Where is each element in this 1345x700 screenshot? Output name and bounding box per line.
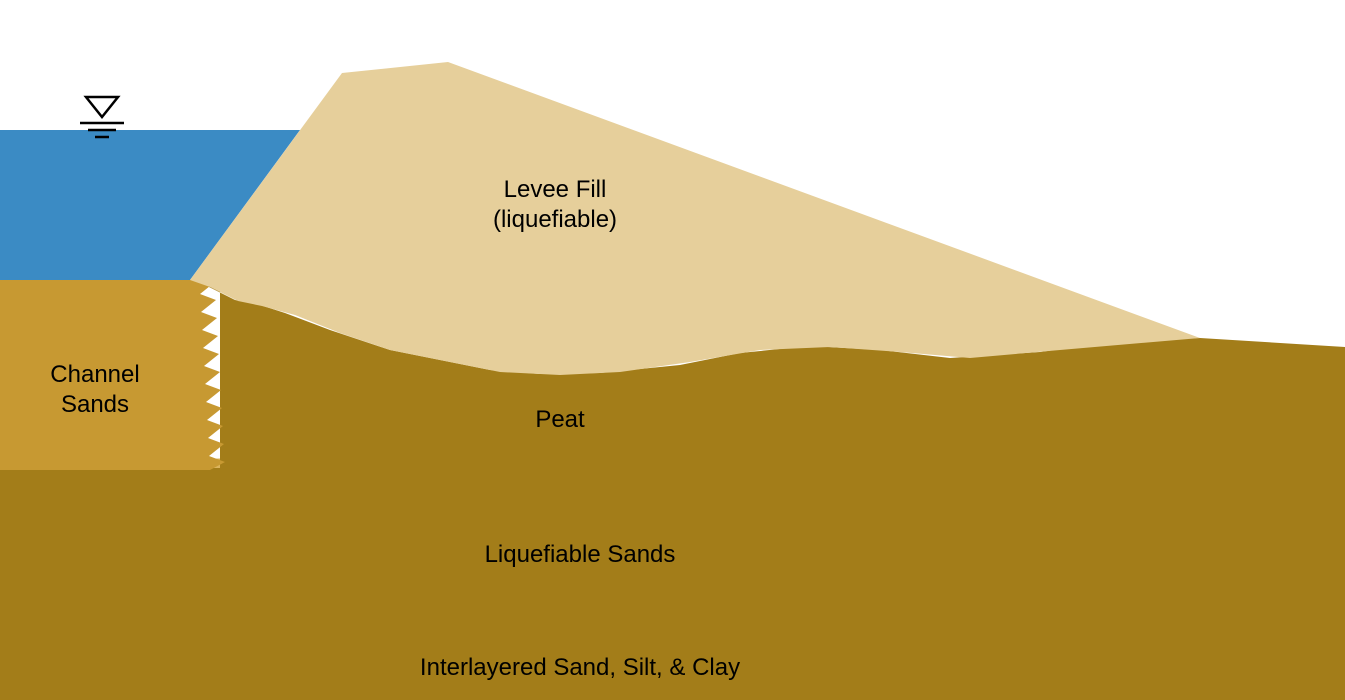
peat-label: Peat <box>535 405 584 435</box>
interlayered-label-text: Interlayered Sand, Silt, & Clay <box>420 654 740 681</box>
liquefiable-sands-label-text: Liquefiable Sands <box>485 541 676 568</box>
levee-fill-label: Levee Fill (liquefiable) <box>493 175 617 235</box>
levee-cross-section-diagram <box>0 0 1345 700</box>
peat-label-text: Peat <box>535 406 584 433</box>
levee-fill-label-line1: Levee Fill <box>493 175 617 205</box>
channel-sands-label: Channel Sands <box>50 360 139 420</box>
diagram-svg <box>0 0 1345 700</box>
channel-sands-label-line1: Channel <box>50 360 139 390</box>
levee-fill-label-line2: (liquefiable) <box>493 205 617 235</box>
levee-fill-layer <box>190 62 1200 375</box>
liquefiable-sands-label: Liquefiable Sands <box>485 540 676 570</box>
channel-sands-label-line2: Sands <box>50 390 139 420</box>
interlayered-label: Interlayered Sand, Silt, & Clay <box>420 653 740 683</box>
